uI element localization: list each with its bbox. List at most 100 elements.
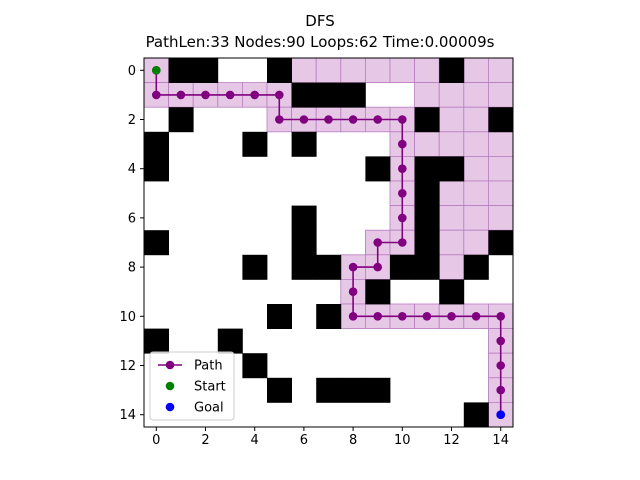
path-point (398, 115, 407, 124)
visited-cell (487, 205, 514, 231)
x-tick-label: 14 (492, 433, 509, 448)
visited-cell (463, 82, 489, 108)
legend-start-label: Start (194, 380, 226, 395)
wall-cell (414, 205, 440, 231)
wall-cell (463, 254, 489, 280)
wall-cell (365, 279, 391, 305)
visited-cell (463, 205, 489, 231)
wall-cell (242, 254, 268, 280)
legend-goal-label: Goal (194, 401, 224, 416)
visited-cell (438, 229, 465, 256)
visited-cell (487, 180, 514, 207)
legend-goal-marker (165, 402, 175, 412)
visited-cell (463, 106, 489, 133)
wall-cell (144, 156, 169, 182)
wall-cell (390, 254, 415, 280)
axes-frame (143, 57, 514, 428)
visited-cell (438, 82, 465, 108)
wall-cell (242, 131, 268, 157)
path-point (398, 139, 407, 149)
path-point (250, 90, 259, 100)
wall-cell (365, 377, 391, 403)
path-point (324, 115, 333, 124)
path-layer (152, 66, 506, 420)
visited-cell (340, 57, 366, 84)
wall-cell (365, 156, 391, 182)
wall-cell (439, 156, 465, 182)
wall-cell (291, 82, 317, 108)
visited-cell (438, 254, 465, 280)
path-point (496, 361, 506, 370)
wall-cell (414, 107, 440, 133)
y-tick-label: 0 (128, 64, 136, 79)
visited-cell (414, 82, 440, 108)
x-tick-label: 0 (152, 433, 160, 448)
path-point (152, 90, 161, 100)
wall-cell (193, 58, 219, 83)
axes-layer: 0 2 4 6 8 10 12 14 0 2 4 6 8 10 12 14 (119, 57, 514, 448)
wall-cell (168, 107, 194, 133)
wall-cell (439, 279, 465, 305)
path-point (348, 312, 358, 321)
wall-cell (291, 131, 317, 157)
wall-cell (168, 58, 194, 83)
path-point (348, 115, 358, 124)
wall-cell (340, 82, 366, 108)
path-point (275, 115, 284, 124)
visited-cell (438, 205, 465, 231)
path-point (373, 115, 383, 124)
visited-cell (463, 155, 489, 182)
wall-cell (316, 304, 342, 329)
wall-cell (242, 353, 268, 379)
wall-cell (414, 181, 440, 206)
path-point (447, 312, 456, 321)
x-tick-label: 6 (300, 433, 308, 448)
legend-path-label: Path (194, 359, 223, 374)
visited-cell (315, 57, 342, 84)
wall-cell (316, 377, 342, 403)
legend-path-marker (165, 360, 175, 370)
chart-title: DFS (305, 12, 335, 30)
path-point (348, 287, 358, 297)
start-marker (152, 66, 161, 75)
path-point (373, 262, 383, 272)
wall-cell (267, 58, 292, 83)
x-tick-label: 10 (394, 433, 411, 448)
y-tick-label: 2 (128, 113, 136, 128)
visited-cell (364, 57, 391, 84)
x-tick-label: 2 (201, 433, 209, 448)
visited-cell (414, 57, 440, 84)
path-point (496, 336, 506, 346)
path-point (275, 90, 284, 100)
path-point (398, 213, 407, 223)
visited-cell (438, 180, 465, 207)
path-point (299, 115, 309, 124)
visited-cell (414, 131, 440, 157)
visited-cell (487, 155, 514, 182)
wall-cell (316, 82, 342, 108)
y-tick-label: 6 (128, 211, 136, 226)
wall-cell (144, 328, 169, 354)
path-point (496, 312, 506, 321)
path-point (176, 90, 186, 100)
goal-marker (496, 410, 506, 420)
y-tick-label: 14 (119, 408, 136, 423)
wall-cell (291, 254, 317, 280)
y-tick-label: 10 (119, 310, 136, 325)
x-tick-label: 12 (443, 433, 460, 448)
wall-cell (414, 156, 440, 182)
visited-cell (291, 57, 317, 84)
visited-cell (438, 131, 465, 157)
wall-cell (144, 131, 169, 157)
path-point (398, 238, 407, 247)
visited-cell (463, 57, 489, 84)
visited-cell (438, 106, 465, 133)
wall-cell (267, 304, 292, 329)
wall-cell (439, 58, 465, 83)
path-point (422, 312, 432, 321)
x-tick-label: 4 (251, 433, 259, 448)
wall-cell (291, 205, 317, 231)
path-point (471, 312, 481, 321)
wall-cell (267, 377, 292, 403)
path-point (373, 312, 383, 321)
